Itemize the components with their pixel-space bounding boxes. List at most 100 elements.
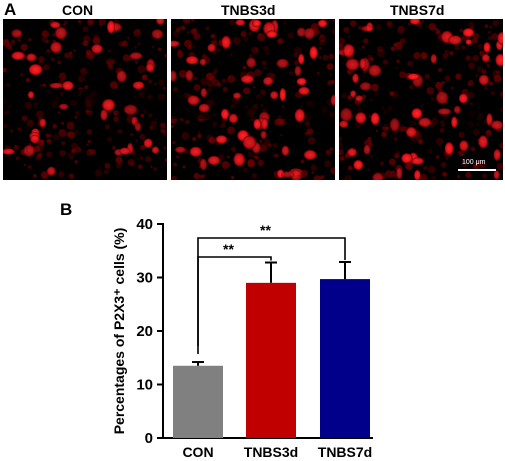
background-speckle [110,58,116,64]
stained-cell [493,148,501,161]
background-speckle [71,142,78,150]
background-speckle [150,165,153,169]
stained-cell [298,86,310,96]
background-speckle [163,146,167,150]
background-speckle [263,66,267,70]
background-speckle [375,93,378,96]
background-speckle [182,19,191,24]
background-speckle [461,45,466,50]
background-speckle [474,73,479,78]
stained-cell [242,135,257,150]
background-speckle [476,66,484,73]
background-speckle [391,90,399,99]
stained-cell [116,70,127,83]
background-speckle [386,20,393,28]
background-speckle [500,91,503,98]
background-speckle [198,131,201,134]
background-speckle [205,72,214,81]
stained-cell [281,171,295,178]
background-speckle [199,174,205,179]
background-speckle [87,139,91,144]
background-speckle [216,48,221,53]
stained-cell [187,95,200,106]
background-speckle [45,39,49,44]
background-speckle [106,136,113,143]
stained-cell [303,149,317,160]
background-speckle [472,32,480,40]
background-speckle [113,116,119,122]
background-speckle [274,153,279,158]
background-speckle [39,139,45,144]
background-speckle [468,21,475,28]
background-speckle [486,63,490,68]
background-speckle [479,50,485,56]
stained-cell [200,87,208,98]
background-speckle [339,37,346,46]
background-speckle [423,165,428,171]
background-speckle [294,46,302,55]
background-speckle [367,168,371,171]
significance-label: ** [260,222,271,238]
stained-cell [497,31,503,45]
stained-cell [46,166,56,176]
background-speckle [212,50,217,55]
background-speckle [78,20,82,24]
background-speckle [212,121,218,128]
background-speckle [248,31,252,36]
background-speckle [272,143,278,148]
micrograph-tnbs3d-cells [171,19,335,180]
background-speckle [214,39,217,42]
background-speckle [259,144,268,152]
y-tick-label: 30 [136,270,153,287]
background-speckle [389,91,395,97]
background-speckle [6,82,11,88]
stained-cell [339,120,349,128]
background-speckle [324,160,332,168]
background-speckle [104,162,111,169]
background-speckle [105,124,110,130]
background-speckle [38,60,44,65]
background-speckle [467,80,474,87]
background-speckle [162,130,167,137]
background-speckle [63,19,68,25]
background-speckle [322,54,329,61]
background-speckle [340,156,345,161]
background-speckle [435,137,444,146]
background-speckle [148,113,153,118]
background-speckle [208,136,216,144]
stained-cell [27,90,35,99]
background-speckle [441,81,445,85]
background-speckle [309,62,312,65]
stained-cell [444,142,454,156]
background-speckle [242,167,248,173]
background-speckle [200,77,208,86]
stained-cell [171,40,180,48]
stained-cell [207,43,216,53]
background-speckle [414,132,422,140]
background-speckle [28,38,32,42]
background-speckle [267,143,272,147]
background-speckle [339,136,342,142]
background-speckle [182,165,186,169]
background-speckle [242,65,247,70]
background-speckle [395,66,398,69]
stained-cell [28,63,43,76]
background-speckle [151,45,155,49]
x-tick-label: CON [182,444,213,460]
background-speckle [173,162,177,167]
background-speckle [107,60,111,65]
background-speckle [263,45,270,52]
background-speckle [470,146,476,152]
background-speckle [344,175,353,180]
background-speckle [135,138,139,143]
micrograph-tnbs3d [171,19,335,180]
stained-cell [396,167,403,180]
background-speckle [343,26,350,33]
stained-cell [156,19,165,25]
stained-cell [345,58,360,71]
background-speckle [307,136,316,145]
background-speckle [112,146,117,151]
background-speckle [422,55,426,59]
background-speckle [45,133,50,138]
stained-cell [260,130,267,140]
